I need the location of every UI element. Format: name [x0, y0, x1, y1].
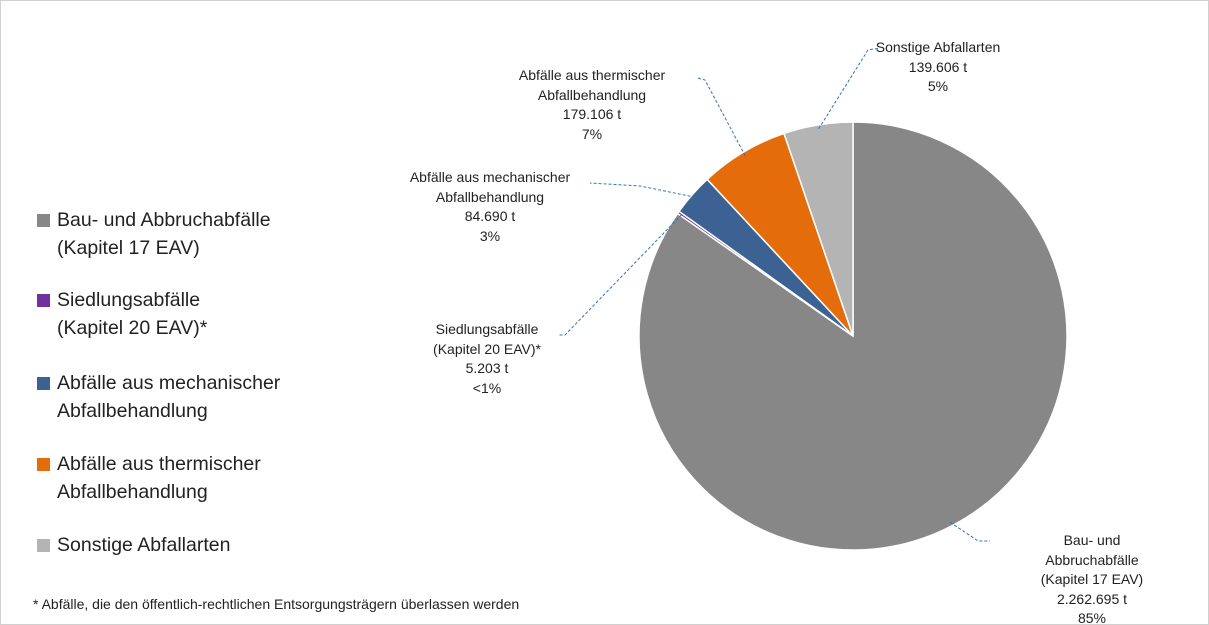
- pie-slice: [783, 121, 854, 337]
- data-label: Siedlungsabfälle (Kapitel 20 EAV)* 5.203 …: [433, 320, 541, 398]
- legend-label: Siedlungsabfälle (Kapitel 20 EAV)*: [57, 289, 208, 339]
- legend-item: Abfälle aus thermischer Abfallbehandlung: [37, 450, 261, 506]
- legend-item: Sonstige Abfallarten: [37, 531, 230, 559]
- data-label: Abfälle aus thermischer Abfallbehandlung…: [519, 66, 665, 144]
- legend-item: Siedlungsabfälle (Kapitel 20 EAV)*: [37, 286, 207, 342]
- leader-line: [818, 47, 881, 130]
- legend-swatch: [37, 377, 50, 390]
- leader-line: [589, 182, 696, 198]
- data-label-percent: 3%: [479, 227, 501, 244]
- data-label-value: 2.262.695 t: [1056, 590, 1128, 607]
- data-label-percent: 85%: [1077, 610, 1107, 625]
- data-label-percent: 5%: [927, 78, 949, 94]
- data-label-category: Abfälle aus thermischer Abfallbehandlung: [518, 67, 666, 103]
- legend-item: Abfälle aus mechanischer Abfallbehandlun…: [37, 369, 280, 425]
- legend-swatch: [37, 214, 50, 227]
- leader-line: [949, 521, 990, 542]
- data-label-category: Sonstige Abfallarten: [875, 39, 1001, 55]
- data-label-percent: <1%: [472, 379, 502, 396]
- pie-slice: [638, 121, 1068, 551]
- leader-line: [697, 77, 746, 157]
- legend-swatch: [37, 458, 50, 471]
- legend-label: Abfälle aus mechanischer Abfallbehandlun…: [57, 372, 281, 422]
- data-label: Abfälle aus mechanischer Abfallbehandlun…: [410, 168, 570, 246]
- footnote: * Abfälle, die den öffentlich-rechtliche…: [33, 596, 520, 612]
- legend-label: Bau- und Abbruchabfälle (Kapitel 17 EAV): [57, 209, 271, 259]
- data-label-value: 139.606 t: [908, 58, 968, 75]
- legend-swatch: [37, 539, 50, 552]
- legend-label: Sonstige Abfallarten: [57, 534, 231, 556]
- legend-item: Bau- und Abbruchabfälle (Kapitel 17 EAV): [37, 206, 271, 262]
- data-label-category: Abfälle aus mechanischer Abfallbehandlun…: [409, 169, 571, 205]
- data-label-value: 5.203 t: [465, 360, 509, 376]
- legend-swatch: [37, 294, 50, 307]
- data-label: Sonstige Abfallarten 139.606 t 5%: [876, 38, 1001, 97]
- data-label-percent: 7%: [581, 125, 603, 142]
- data-label-category: Siedlungsabfälle (Kapitel 20 EAV)*: [433, 321, 541, 357]
- data-label-value: 179.106 t: [562, 106, 622, 122]
- legend-label: Abfälle aus thermischer Abfallbehandlung: [57, 453, 261, 503]
- leader-line: [558, 214, 682, 336]
- data-label-category: Bau- und Abbruchabfälle (Kapitel 17 EAV): [1040, 532, 1144, 587]
- data-label: Bau- und Abbruchabfälle (Kapitel 17 EAV)…: [1034, 531, 1151, 625]
- data-label-value: 84.690 t: [464, 208, 516, 224]
